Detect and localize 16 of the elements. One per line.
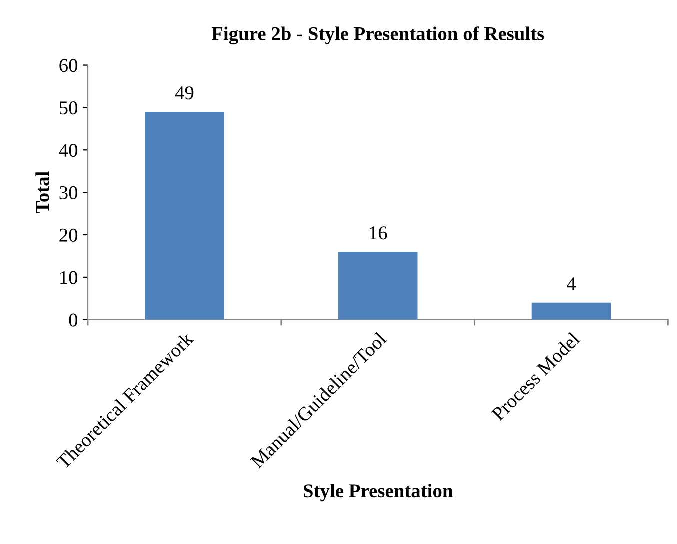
bar: [338, 252, 418, 320]
data-label: 16: [370, 226, 388, 240]
y-tick-label: 30: [60, 186, 78, 200]
bar: [532, 302, 612, 320]
y-tick-label: 40: [59, 144, 78, 158]
y-tick-label: 10: [60, 271, 78, 284]
data-label: 4: [567, 278, 576, 290]
chart-title: Figure 2b - Style Presentation of Results: [212, 26, 544, 45]
data-label: 49: [175, 86, 194, 100]
y-tick-label: 0: [69, 314, 78, 327]
y-axis-title: Total: [36, 172, 50, 214]
y-tick-label: 20: [60, 228, 78, 242]
bar: [145, 112, 224, 320]
y-tick-label: 50: [60, 102, 78, 115]
x-axis-title: Style Presentation: [304, 484, 453, 502]
y-tick-label: 60: [60, 59, 78, 72]
